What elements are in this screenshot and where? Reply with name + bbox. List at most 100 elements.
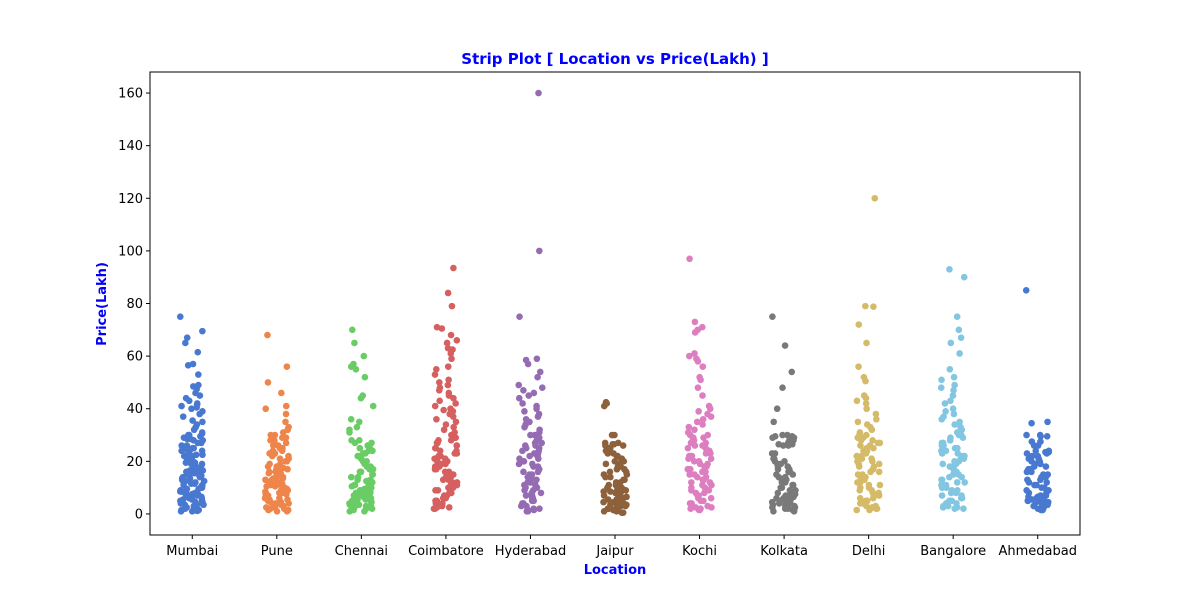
data-point [774,465,782,473]
data-point [450,264,457,272]
data-point [178,447,185,455]
data-point [938,450,946,457]
data-point [347,473,355,481]
chart-title: Strip Plot [ Location vs Price(Lakh) ] [461,50,768,68]
data-point [708,504,715,511]
data-point [519,447,526,455]
data-point [947,339,955,347]
data-point [449,484,457,491]
data-point [357,468,365,476]
data-point [189,417,196,424]
data-point [521,486,528,494]
data-point [442,421,450,428]
data-point [606,468,614,476]
data-point [355,418,363,426]
data-point [199,467,207,474]
data-point [448,355,455,363]
data-point [600,402,608,410]
x-tick-label: Bangalore [920,544,986,559]
x-axis-label: Location [584,563,647,578]
data-point [441,468,449,476]
data-point [604,450,612,457]
data-point [282,434,290,441]
data-point [947,489,955,497]
data-point [958,473,965,481]
data-point [938,376,945,384]
data-point [432,486,439,494]
data-point [697,376,704,384]
data-point [182,339,189,347]
data-point [1032,447,1040,455]
data-point [535,89,542,97]
data-point [445,504,453,511]
data-point [857,479,864,486]
data-point [360,352,368,360]
data-point [703,463,710,470]
data-point [706,405,714,413]
data-point [959,434,967,441]
data-point [700,434,707,441]
data-point [686,471,693,478]
data-point [1023,468,1031,476]
x-tick-label: Delhi [852,544,885,559]
data-point [868,426,876,434]
data-point [600,498,607,506]
data-point [691,442,699,449]
data-point [190,426,198,434]
data-point [855,363,862,370]
data-point [690,458,698,465]
data-point [619,509,627,516]
data-point [200,501,207,509]
data-point [856,486,863,494]
data-point [853,506,861,514]
data-point [452,418,460,426]
data-point [184,435,191,443]
data-point [613,465,621,473]
data-point [520,387,527,394]
data-point [955,326,963,334]
data-point [862,400,870,407]
data-point [699,421,706,428]
data-point [853,452,861,460]
data-point [602,460,610,468]
data-point [440,406,447,414]
data-point [536,505,543,512]
y-tick-label: 80 [126,297,143,312]
data-point [691,426,698,434]
data-point [622,502,629,510]
data-point [856,494,864,502]
data-point [688,479,695,486]
data-point [436,397,443,405]
data-point [439,476,447,484]
data-point [938,442,946,449]
data-point [199,418,206,426]
data-point [348,483,356,490]
data-point [447,350,455,357]
x-tick-label: Hyderabad [495,544,567,559]
data-point [941,400,949,407]
data-point [949,405,957,413]
data-point [855,463,863,470]
data-point [1044,418,1051,426]
data-point [857,437,865,444]
data-point [346,508,354,515]
x-tick-label: Kochi [682,544,717,559]
data-point [686,352,693,360]
data-point [282,402,290,410]
data-point [873,415,880,423]
data-point [527,431,534,439]
data-point [524,508,532,515]
data-point [866,506,873,514]
data-point [199,327,206,335]
data-point [946,473,953,481]
data-point [356,444,364,452]
x-tick-label: Kolkata [760,544,808,559]
data-point [515,381,523,389]
data-point [265,469,273,477]
data-point [448,302,456,310]
y-tick-label: 100 [118,244,143,259]
data-point [279,475,287,482]
data-point [535,455,542,463]
data-point [353,423,361,431]
data-point [282,410,290,418]
